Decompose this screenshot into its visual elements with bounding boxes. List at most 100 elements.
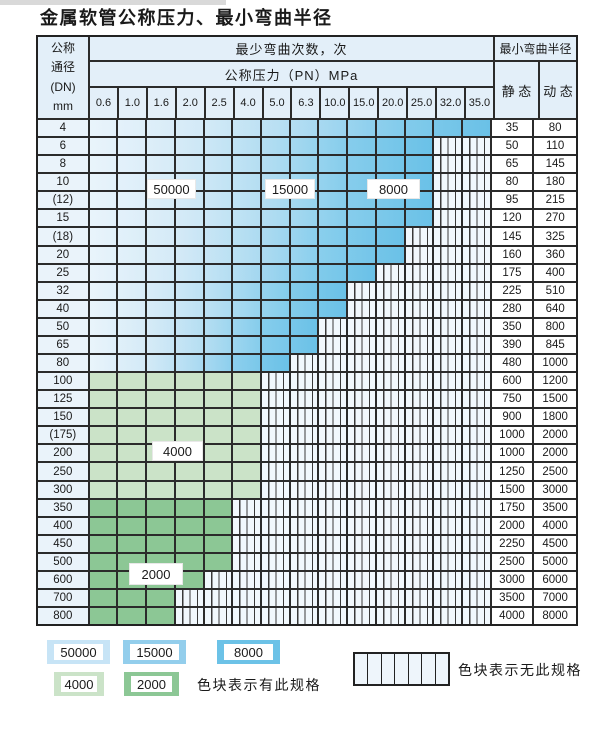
legend-swatch-label: 50000 (54, 644, 103, 660)
pressure-cell (460, 590, 490, 607)
pressure-cells (89, 120, 490, 137)
legend-stripe-cell (421, 654, 434, 684)
static-radius-cell: 480 (489, 355, 533, 372)
pressure-cell (202, 246, 232, 263)
pressure-cell (346, 264, 375, 281)
zone-label: 15000 (265, 179, 315, 199)
pressure-cell (89, 156, 117, 173)
pressure-cell (231, 300, 260, 317)
pressure-cell (231, 246, 260, 263)
pressure-cell (173, 355, 203, 372)
dn-cell: 6 (38, 138, 90, 155)
dn-cell: 500 (38, 553, 90, 570)
pressure-cell (317, 590, 347, 607)
static-radius-cell: 225 (489, 282, 533, 299)
pressure-cell (317, 463, 347, 480)
pressure-cell (374, 553, 404, 570)
pressure-cell (145, 517, 174, 534)
pressure-cell (231, 409, 260, 426)
pressure-cell (374, 120, 404, 137)
pressure-cell (288, 228, 318, 245)
pressure-cell (432, 409, 461, 426)
zone-label: 8000 (367, 179, 420, 199)
pressure-cell (288, 571, 318, 589)
pressure-cell (317, 553, 347, 570)
pressure-cell (460, 228, 490, 245)
pressure-cell (173, 409, 203, 426)
pressure-cell (89, 517, 117, 534)
pressure-cell (116, 318, 146, 335)
pressure-cell (374, 517, 404, 534)
dynamic-radius-cell: 800 (532, 318, 576, 335)
pressure-col-header: 2.5 (203, 88, 233, 118)
zone-label: 50000 (147, 179, 196, 199)
pressure-cell (116, 228, 146, 245)
pressure-cell (145, 120, 174, 137)
pressure-cell (202, 282, 232, 299)
pressure-cell (317, 156, 347, 173)
scan-artifact-strip (0, 0, 226, 5)
pressure-cell (231, 427, 260, 444)
pressure-cell (432, 608, 461, 625)
pressure-cell (432, 138, 461, 155)
pressure-col-header: 2.0 (174, 88, 204, 118)
pressure-cells (89, 228, 490, 245)
table-row: 300 1500 3000 (38, 481, 576, 500)
pressure-cell (202, 138, 232, 155)
pressure-cell (288, 138, 318, 155)
pressure-cell (460, 282, 490, 299)
zone-label: 2000 (129, 563, 183, 585)
pressure-cell (374, 481, 404, 498)
pressure-values-row: 0.6 1.0 1.6 2.0 2.5 4.0 5.0 6.3 10.0 15.0 20.0 25.0… (90, 88, 493, 118)
pressure-cell (202, 192, 232, 209)
pressure-header: 公称压力（PN）MPa (90, 62, 493, 88)
pressure-cell (89, 481, 117, 498)
pressure-cell (432, 210, 461, 227)
pressure-cell (460, 138, 490, 155)
pressure-cell (231, 463, 260, 480)
pressure-cell (259, 608, 289, 625)
pressure-cell (374, 409, 404, 426)
pressure-cell (89, 210, 117, 227)
pressure-cell (116, 427, 146, 444)
dynamic-radius-cell: 6000 (532, 571, 576, 589)
pressure-cell (374, 463, 404, 480)
pressure-cell (432, 517, 461, 534)
table-row: 15 120 270 (38, 210, 576, 229)
pressure-cell (346, 499, 375, 516)
pressure-cell (403, 463, 433, 480)
static-radius-cell: 3500 (489, 590, 533, 607)
pressure-cells (89, 535, 490, 552)
pressure-cell (346, 590, 375, 607)
pressure-cells (89, 264, 490, 281)
dynamic-radius-cell: 640 (532, 300, 576, 317)
pressure-cell (173, 210, 203, 227)
table-row: 400 2000 4000 (38, 517, 576, 536)
pressure-cell (89, 463, 117, 480)
pressure-cell (116, 246, 146, 263)
legend-stripe-cell (367, 654, 380, 684)
pressure-cell (145, 246, 174, 263)
pressure-cell (317, 373, 347, 390)
pressure-cell (346, 517, 375, 534)
table-row: 450 2250 4500 (38, 535, 576, 554)
pressure-cell (374, 571, 404, 589)
pressure-cell (145, 373, 174, 390)
pressure-cell (403, 517, 433, 534)
dynamic-radius-cell: 7000 (532, 590, 576, 607)
pressure-cell (317, 355, 347, 372)
table-row: 25 175 400 (38, 264, 576, 283)
pressure-cell (460, 463, 490, 480)
pressure-cell (89, 535, 117, 552)
pressure-cell (145, 535, 174, 552)
pressure-cell (288, 517, 318, 534)
pressure-cell (432, 246, 461, 263)
pressure-cell (460, 499, 490, 516)
pressure-col-header: 25.0 (406, 88, 435, 118)
pressure-cell (403, 210, 433, 227)
pressure-cell (145, 318, 174, 335)
pressure-cell (460, 336, 490, 354)
pressure-cell (403, 590, 433, 607)
pressure-cell (403, 409, 433, 426)
pressure-cell (89, 553, 117, 570)
